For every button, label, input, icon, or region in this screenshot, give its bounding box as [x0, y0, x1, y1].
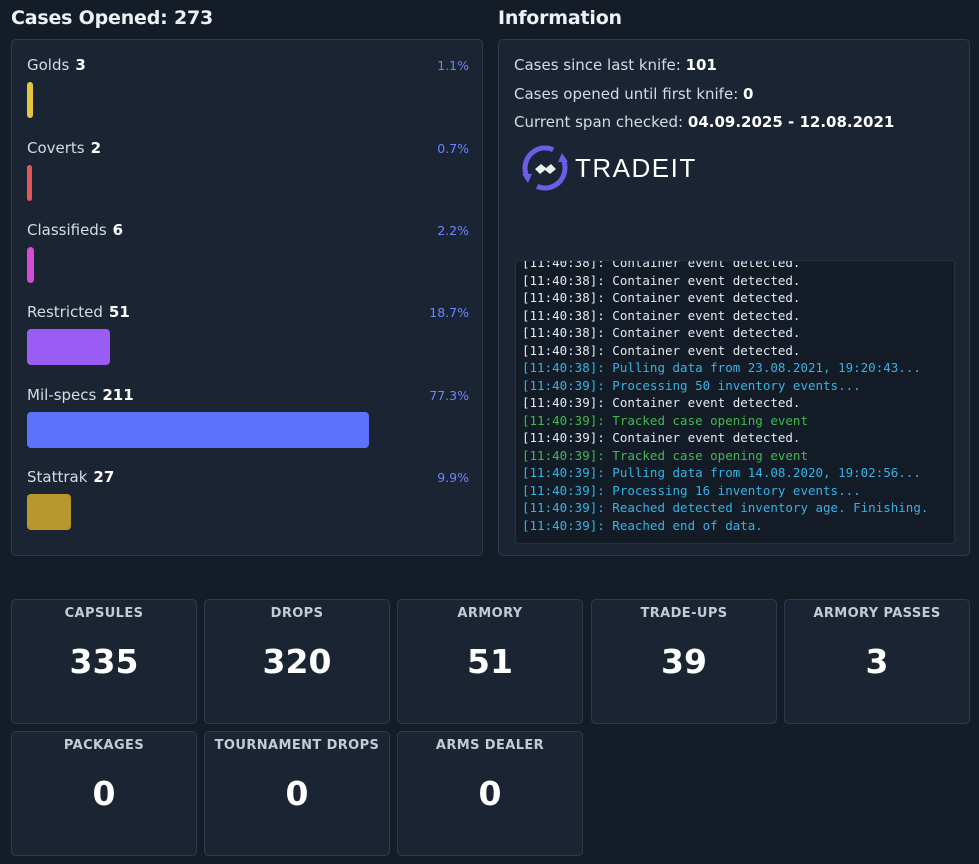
rarity-count: 211 — [102, 386, 134, 404]
stat-tournament-drops: TOURNAMENT DROPS 0 — [204, 731, 390, 856]
rarity-panel: Golds 3 1.1% Coverts 2 0.7% Classifieds 6 2… — [11, 39, 483, 556]
rarity-count: 51 — [108, 303, 130, 321]
rarity-count: 3 — [75, 56, 86, 74]
stat-value: 335 — [69, 642, 139, 681]
rarity-percent: 18.7% — [429, 305, 469, 320]
rarity-row-classifieds: Classifieds 6 2.2% — [27, 221, 469, 283]
rarity-name: Stattrak — [27, 468, 88, 486]
rarity-count: 2 — [90, 139, 102, 157]
logo-wordmark: TRADEIT — [575, 153, 697, 183]
log-line: [11:40:39]: Tracked case opening event — [522, 412, 808, 428]
stat-value: 0 — [478, 774, 502, 813]
log-line: [11:40:38]: Container event detected. — [522, 290, 801, 305]
cases-opened-title: Cases Opened: 273 — [11, 7, 214, 29]
rarity-name: Restricted — [27, 303, 103, 321]
rarity-row-coverts: Coverts 2 0.7% — [27, 139, 469, 201]
stat-value: 39 — [661, 642, 707, 681]
rarity-bar — [27, 412, 369, 448]
rarity-count: 27 — [93, 468, 115, 486]
event-log-lines: [11:40:38]: Container event detected. [11… — [522, 260, 929, 534]
stat-trade-ups: TRADE-UPS 39 — [591, 599, 777, 724]
stat-label: TRADE-UPS — [640, 606, 728, 621]
rarity-name: Mil-specs — [27, 386, 97, 404]
info-value: 101 — [685, 56, 717, 74]
stat-arms-dealer: ARMS DEALER 0 — [397, 731, 583, 856]
rarity-row-restricted: Restricted 51 18.7% — [27, 303, 469, 365]
information-title: Information — [498, 7, 622, 29]
log-line: [11:40:38]: Container event detected. — [522, 272, 801, 288]
rarity-row-stattrak: Stattrak 27 9.9% — [27, 468, 469, 530]
rarity-count: 6 — [112, 221, 124, 239]
stat-value: 3 — [865, 642, 889, 681]
log-line: [11:40:39]: Container event detected. — [522, 395, 801, 410]
info-label: Cases since last knife: — [514, 56, 681, 74]
rarity-row-golds: Golds 3 1.1% — [27, 56, 469, 118]
rarity-name: Coverts — [27, 139, 85, 157]
event-log[interactable]: [11:40:38]: Container event detected. [11… — [515, 260, 955, 544]
info-label: Cases opened until first knife: — [514, 85, 739, 103]
rarity-percent: 9.9% — [437, 470, 469, 485]
stat-label: ARMS DEALER — [435, 738, 545, 753]
log-line: [11:40:39]: Processing 50 inventory even… — [522, 377, 861, 393]
rarity-percent: 2.2% — [437, 223, 469, 238]
info-current-span: Current span checked: 04.09.2025 - 12.08… — [514, 113, 894, 131]
stat-capsules: CAPSULES 335 — [11, 599, 197, 724]
log-line: [11:40:39]: Pulling data from 14.08.2020… — [522, 465, 921, 480]
stat-label: DROPS — [270, 606, 324, 621]
stat-armory-passes: ARMORY PASSES 3 — [784, 599, 970, 724]
rarity-bar — [27, 247, 34, 283]
stat-packages: PACKAGES 0 — [11, 731, 197, 856]
stat-value: 0 — [92, 774, 116, 813]
log-line: [11:40:39]: Reached detected inventory a… — [522, 500, 929, 515]
stat-label: ARMORY PASSES — [813, 606, 941, 621]
info-cases-until-first-knife: Cases opened until first knife: 0 — [514, 85, 753, 103]
stat-label: PACKAGES — [63, 738, 145, 753]
log-line: [11:40:38]: Container event detected. — [522, 325, 801, 340]
rarity-name: Classifieds — [27, 221, 107, 239]
stat-armory: ARMORY 51 — [397, 599, 583, 724]
log-line: [11:40:38]: Container event detected. — [522, 260, 801, 270]
rarity-name: Golds — [27, 56, 70, 74]
log-line: [11:40:39]: Processing 16 inventory even… — [522, 482, 861, 498]
rarity-bar — [27, 329, 110, 365]
rarity-row-milspecs: Mil-specs 211 77.3% — [27, 386, 469, 448]
stat-value: 51 — [467, 642, 513, 681]
tradeit-logo[interactable]: TRADEIT — [519, 142, 703, 194]
rarity-bar — [27, 165, 32, 201]
log-line: [11:40:39]: Reached end of data. — [522, 517, 763, 533]
log-line: [11:40:39]: Tracked case opening event — [522, 447, 808, 463]
log-line: [11:40:39]: Container event detected. — [522, 430, 801, 445]
info-cases-since-last-knife: Cases since last knife: 101 — [514, 56, 717, 74]
stat-value: 320 — [262, 642, 332, 681]
info-value: 04.09.2025 - 12.08.2021 — [687, 113, 895, 131]
info-value: 0 — [743, 85, 754, 103]
stat-label: ARMORY — [457, 606, 523, 621]
log-line: [11:40:38]: Container event detected. — [522, 342, 801, 358]
rarity-percent: 1.1% — [437, 58, 469, 73]
log-line: [11:40:38]: Container event detected. — [522, 307, 801, 323]
info-label: Current span checked: — [514, 113, 684, 131]
rarity-percent: 0.7% — [437, 141, 469, 156]
information-panel: Cases since last knife: 101 Cases opened… — [498, 39, 970, 556]
stat-label: CAPSULES — [64, 606, 144, 621]
log-line: [11:40:38]: Pulling data from 23.08.2021… — [522, 360, 921, 375]
stat-label: TOURNAMENT DROPS — [214, 738, 380, 753]
stat-value: 0 — [285, 774, 309, 813]
rarity-percent: 77.3% — [429, 388, 469, 403]
stat-drops: DROPS 320 — [204, 599, 390, 724]
rarity-bar — [27, 82, 33, 118]
rarity-bar — [27, 494, 71, 530]
